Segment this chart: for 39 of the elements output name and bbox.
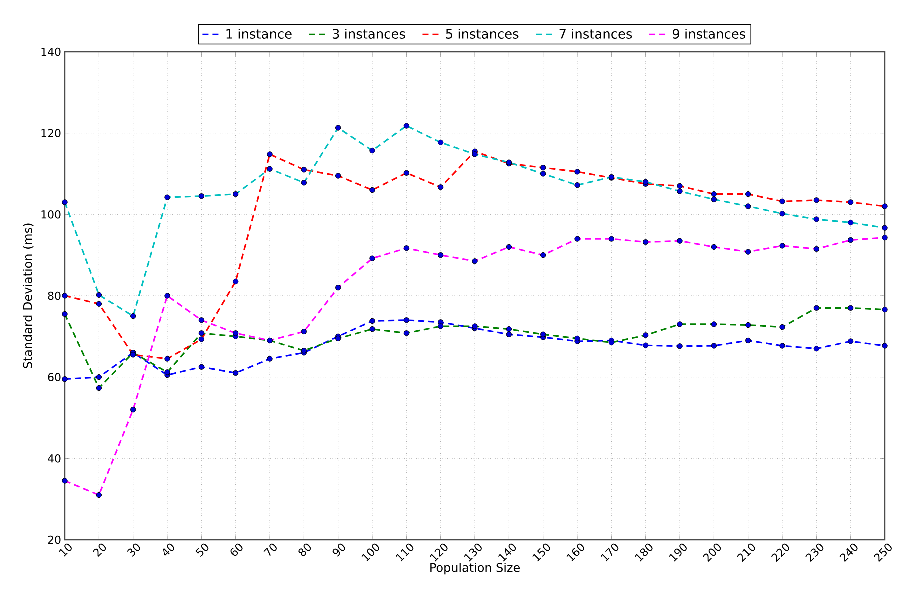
x-tick-label: 250 [874,544,892,562]
x-tick-label: 140 [498,544,516,562]
legend-label: 9 instances [672,28,746,39]
y-tick-label: 120 [42,129,61,138]
x-tick-label: 130 [464,544,482,562]
x-tick-label: 30 [127,544,140,557]
x-tick-label: 230 [806,544,824,562]
x-tick-label: 120 [430,544,448,562]
x-tick-label: 190 [669,544,687,562]
x-tick-label: 240 [840,544,858,562]
x-axis-title: Population Size [430,563,520,575]
y-tick-label: 80 [48,292,61,300]
y-axis-title: Standard Deviation (ms) [23,224,34,368]
x-tick-label: 20 [93,544,106,558]
x-tick-label: 50 [196,544,209,558]
x-tick-label: 170 [600,544,619,562]
legend-label: 3 instances [332,28,406,39]
y-tick-label: 100 [42,210,61,219]
x-tick-label: 100 [362,544,380,562]
x-tick-label: 80 [298,544,312,556]
x-tick-label: 110 [396,544,414,562]
x-tick-label: 60 [230,544,243,556]
y-tick-label: 40 [48,454,61,463]
x-tick-label: 90 [332,544,346,557]
x-tick-label: 160 [566,544,584,562]
x-tick-label: 10 [59,544,72,557]
y-tick-label: 20 [48,536,61,544]
x-tick-label: 210 [737,544,756,562]
y-tick-label: 140 [42,48,61,56]
y-tick-label: 60 [48,373,61,382]
x-tick-label: 40 [163,544,174,556]
x-tick-label: 150 [532,544,550,562]
x-tick-label: 70 [264,544,277,556]
legend-label: 7 instances [560,28,632,39]
x-tick-label: 180 [635,544,653,562]
legend-label: 1 instance [226,28,292,39]
legend-label: 5 instances [446,28,519,39]
x-tick-label: 200 [703,544,722,562]
x-tick-label: 220 [772,544,790,562]
